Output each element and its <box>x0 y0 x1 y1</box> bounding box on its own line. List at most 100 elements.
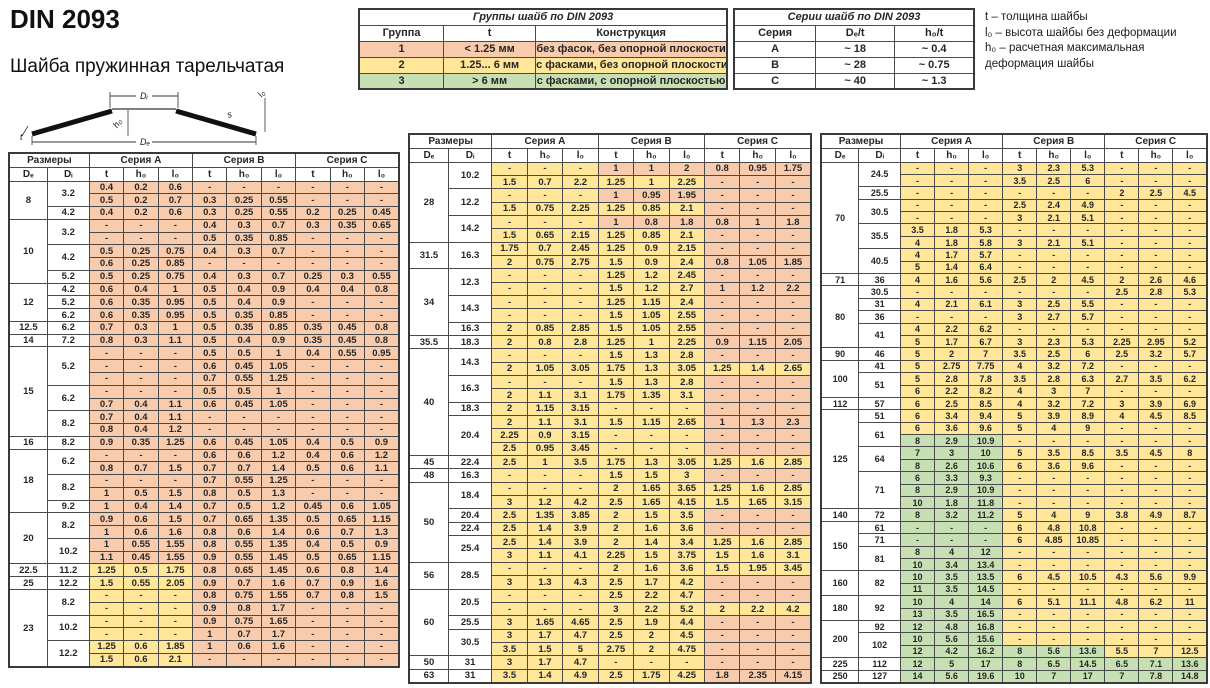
value-cell: - <box>1036 619 1072 634</box>
value-cell: 0.7 <box>192 499 228 514</box>
value-cell: 1.25 <box>597 241 635 256</box>
value-cell: 1.45 <box>260 563 297 578</box>
value-cell: - <box>1138 384 1174 398</box>
value-cell: 1.25 <box>260 474 297 488</box>
value-cell: 0.4 <box>123 397 159 412</box>
value-cell: 0.25 <box>226 206 262 220</box>
mini-table-cell: < 1.25 мм <box>443 40 537 58</box>
value-cell: 1.2 <box>633 281 670 296</box>
value-cell: - <box>295 308 331 322</box>
value-cell: 3.75 <box>668 548 706 563</box>
value-cell: - <box>295 193 331 208</box>
value-cell: - <box>1036 260 1072 275</box>
value-cell: 4 <box>900 248 936 262</box>
value-cell: 2.8 <box>562 334 599 350</box>
di-cell: 40.5 <box>858 248 902 275</box>
value-cell: 2.2 <box>774 281 812 296</box>
value-cell: 0.3 <box>123 320 159 335</box>
value-cell: 3.05 <box>668 361 706 377</box>
value-cell: 0.55 <box>329 346 365 361</box>
value-cell: 1.1 <box>157 410 194 425</box>
value-cell: 0.7 <box>192 371 228 386</box>
value-cell: 4.6 <box>1172 272 1208 287</box>
di-cell: 41 <box>858 322 902 349</box>
value-cell: 0.4 <box>123 282 159 297</box>
value-cell: - <box>1104 198 1140 213</box>
value-cell: 1.75 <box>597 388 635 403</box>
value-cell: - <box>1138 359 1174 374</box>
value-cell: 1.6 <box>260 640 297 654</box>
drawing-label-t: t <box>20 132 23 142</box>
value-cell: 3.1 <box>562 388 599 403</box>
value-cell: 0.9 <box>192 576 228 590</box>
value-cell: 14.8 <box>1172 669 1208 684</box>
value-cell: 5.1 <box>1036 595 1072 609</box>
value-cell: 11.2 <box>968 508 1004 522</box>
value-cell: 1.6 <box>739 535 776 550</box>
value-cell: 1.6 <box>739 455 776 470</box>
value-cell: 1.5 <box>157 512 194 527</box>
value-cell: 0.4 <box>295 537 331 552</box>
value-cell: - <box>739 374 776 390</box>
value-cell: 0.75 <box>526 254 564 270</box>
value-cell: 0.3 <box>123 333 159 348</box>
value-cell: 6.5 <box>1104 657 1140 671</box>
value-cell: 2.6 <box>934 458 970 473</box>
value-cell: 1.1 <box>157 397 194 412</box>
value-cell: 2.3 <box>1036 161 1072 175</box>
value-cell: - <box>739 508 776 523</box>
di-cell: 7.2 <box>46 333 90 348</box>
value-cell: - <box>1104 248 1140 262</box>
value-cell: - <box>363 410 400 425</box>
param-header: h₀ <box>526 147 564 163</box>
value-cell: 0.85 <box>526 321 564 336</box>
value-cell: - <box>1104 359 1140 374</box>
value-cell: 10.8 <box>1070 520 1106 535</box>
value-cell: - <box>739 308 776 323</box>
value-cell: - <box>562 308 599 323</box>
value-cell: 2.2 <box>633 588 670 603</box>
value-cell: 0.35 <box>226 308 262 322</box>
value-cell: 8 <box>900 508 936 522</box>
de-cell: 125 <box>820 409 860 510</box>
value-cell: - <box>1138 223 1174 237</box>
value-cell: - <box>774 428 812 443</box>
value-cell: - <box>934 310 970 324</box>
value-cell: 1.95 <box>739 561 776 577</box>
value-cell: - <box>562 281 599 296</box>
value-cell: - <box>774 641 812 657</box>
value-cell: 4 <box>1036 508 1072 522</box>
value-cell: 1 <box>88 486 125 501</box>
value-cell: 5 <box>934 657 970 671</box>
value-cell: 3.5 <box>900 223 936 237</box>
value-cell: - <box>1104 607 1140 621</box>
value-cell: - <box>1104 322 1140 336</box>
di-cell: 51 <box>858 372 902 398</box>
value-cell: - <box>1172 434 1208 448</box>
value-cell: 3 <box>1002 161 1038 175</box>
value-cell: 0.5 <box>226 346 262 361</box>
value-cell: - <box>123 448 159 463</box>
value-cell: - <box>192 410 228 425</box>
value-cell: 3.8 <box>1104 508 1140 522</box>
value-cell: 0.7 <box>526 174 564 190</box>
di-cell: 20.4 <box>447 415 493 457</box>
value-cell: - <box>774 321 812 336</box>
value-cell: 3.5 <box>491 641 528 657</box>
value-cell: - <box>1070 223 1106 237</box>
value-cell: 3.15 <box>774 495 812 510</box>
value-cell: - <box>704 508 741 523</box>
de-cell: 80 <box>820 285 860 349</box>
value-cell: 0.3 <box>329 269 365 284</box>
value-cell: 8.2 <box>968 384 1004 398</box>
value-cell: 0.85 <box>260 231 297 246</box>
di-cell: 6.2 <box>46 448 90 476</box>
value-cell: 0.55 <box>123 576 159 590</box>
value-cell: - <box>526 561 564 577</box>
series-header: Серия C <box>704 133 812 149</box>
value-cell: - <box>704 188 741 203</box>
value-cell: - <box>88 231 125 246</box>
value-cell: - <box>157 384 194 399</box>
value-cell: 4 <box>1036 421 1072 436</box>
value-cell: 5 <box>1002 446 1038 460</box>
